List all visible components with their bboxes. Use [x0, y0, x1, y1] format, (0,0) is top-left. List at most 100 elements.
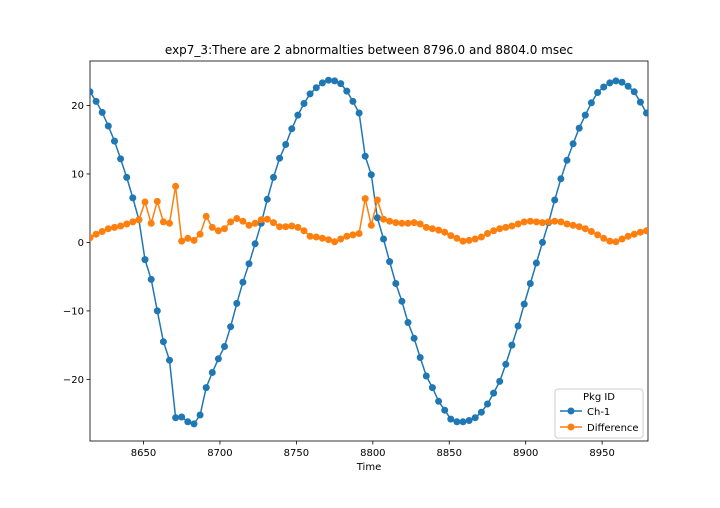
data-point-ch-1	[337, 80, 345, 88]
data-point-ch-1	[166, 356, 173, 364]
data-point-difference	[190, 236, 198, 244]
data-point-difference	[526, 217, 534, 225]
data-point-difference	[600, 234, 608, 242]
data-point-ch-1	[587, 99, 595, 107]
data-point-difference	[551, 217, 559, 225]
data-point-difference	[245, 221, 253, 229]
data-point-ch-1	[282, 141, 290, 148]
data-point-difference	[166, 219, 173, 227]
data-point-difference	[153, 197, 161, 205]
chart-title: exp7_3:There are 2 abnormalties between …	[165, 43, 573, 57]
data-point-ch-1	[123, 173, 131, 181]
data-point-ch-1	[477, 408, 485, 416]
data-point-difference	[312, 233, 320, 241]
data-point-ch-1	[490, 389, 498, 397]
data-point-difference	[630, 230, 638, 238]
data-point-ch-1	[532, 259, 540, 267]
data-point-ch-1	[153, 307, 161, 315]
data-point-ch-1	[435, 397, 443, 405]
data-point-ch-1	[618, 78, 626, 86]
data-point-ch-1	[172, 414, 180, 422]
x-tick-label: 8750	[284, 448, 309, 459]
data-point-ch-1	[196, 411, 204, 419]
data-point-difference	[410, 219, 418, 227]
data-point-ch-1	[270, 173, 277, 181]
data-point-ch-1	[630, 88, 638, 96]
data-point-difference	[490, 227, 498, 235]
data-point-difference	[300, 227, 308, 235]
data-point-ch-1	[508, 341, 516, 349]
y-tick-label: 10	[71, 169, 84, 180]
data-point-ch-1	[502, 360, 510, 368]
data-point-difference	[367, 221, 375, 229]
data-point-difference	[172, 182, 180, 190]
data-point-ch-1	[563, 156, 571, 164]
data-point-difference	[545, 218, 553, 226]
data-point-ch-1	[453, 418, 461, 426]
legend-label-difference: Difference	[587, 423, 639, 434]
data-point-difference	[117, 222, 125, 230]
plot-frame	[89, 60, 649, 442]
data-point-ch-1	[373, 214, 381, 222]
data-point-ch-1	[520, 300, 528, 308]
data-point-ch-1	[594, 89, 602, 96]
data-point-difference	[135, 216, 143, 224]
data-point-difference	[90, 234, 94, 242]
data-point-ch-1	[202, 384, 210, 392]
data-point-difference	[624, 232, 632, 240]
data-point-difference	[484, 230, 491, 237]
legend: Pkg ID Ch-1 Difference	[554, 388, 644, 439]
data-point-ch-1	[129, 194, 137, 202]
data-point-ch-1	[581, 111, 589, 119]
x-tick-label: 8800	[360, 448, 385, 459]
data-point-difference	[147, 219, 155, 227]
legend-marker-ch1	[567, 407, 575, 415]
data-point-difference	[208, 223, 216, 231]
data-point-ch-1	[233, 299, 241, 307]
data-point-difference	[435, 226, 443, 234]
data-point-ch-1	[117, 155, 125, 163]
data-point-ch-1	[178, 413, 186, 421]
data-point-difference	[294, 223, 302, 231]
data-point-difference	[532, 218, 540, 226]
data-point-ch-1	[404, 319, 412, 326]
data-point-difference	[502, 223, 510, 231]
x-tick-label: 8850	[437, 448, 462, 459]
x-tick-label: 8650	[131, 448, 156, 459]
data-point-ch-1	[422, 372, 430, 380]
data-point-difference	[416, 220, 424, 228]
data-point-ch-1	[245, 260, 253, 268]
data-point-ch-1	[367, 171, 375, 179]
data-point-ch-1	[184, 418, 192, 426]
data-point-difference	[618, 235, 626, 243]
data-point-ch-1	[159, 338, 167, 346]
data-point-ch-1	[331, 77, 339, 85]
data-point-ch-1	[306, 90, 314, 98]
y-tick-label: −10	[63, 306, 84, 317]
data-point-difference	[587, 228, 595, 235]
data-point-ch-1	[416, 354, 424, 361]
data-point-ch-1	[551, 196, 559, 204]
data-point-ch-1	[190, 420, 198, 428]
data-point-difference	[123, 220, 131, 228]
data-point-ch-1	[526, 280, 534, 287]
data-point-difference	[349, 231, 357, 239]
y-tick-label: −20	[63, 375, 84, 386]
data-point-ch-1	[349, 97, 357, 105]
data-point-difference	[569, 221, 577, 229]
data-point-difference	[465, 236, 473, 244]
data-point-difference	[386, 217, 394, 225]
data-point-ch-1	[569, 140, 577, 148]
data-point-ch-1	[410, 334, 418, 342]
legend-label-ch1: Ch-1	[587, 407, 610, 418]
data-point-difference	[343, 232, 351, 240]
data-point-ch-1	[624, 82, 632, 90]
data-point-ch-1	[147, 275, 155, 283]
data-point-ch-1	[251, 240, 259, 248]
data-point-difference	[282, 223, 290, 231]
data-point-ch-1	[514, 322, 522, 330]
data-point-difference	[404, 219, 412, 227]
data-point-ch-1	[557, 175, 565, 183]
data-point-ch-1	[111, 137, 118, 145]
